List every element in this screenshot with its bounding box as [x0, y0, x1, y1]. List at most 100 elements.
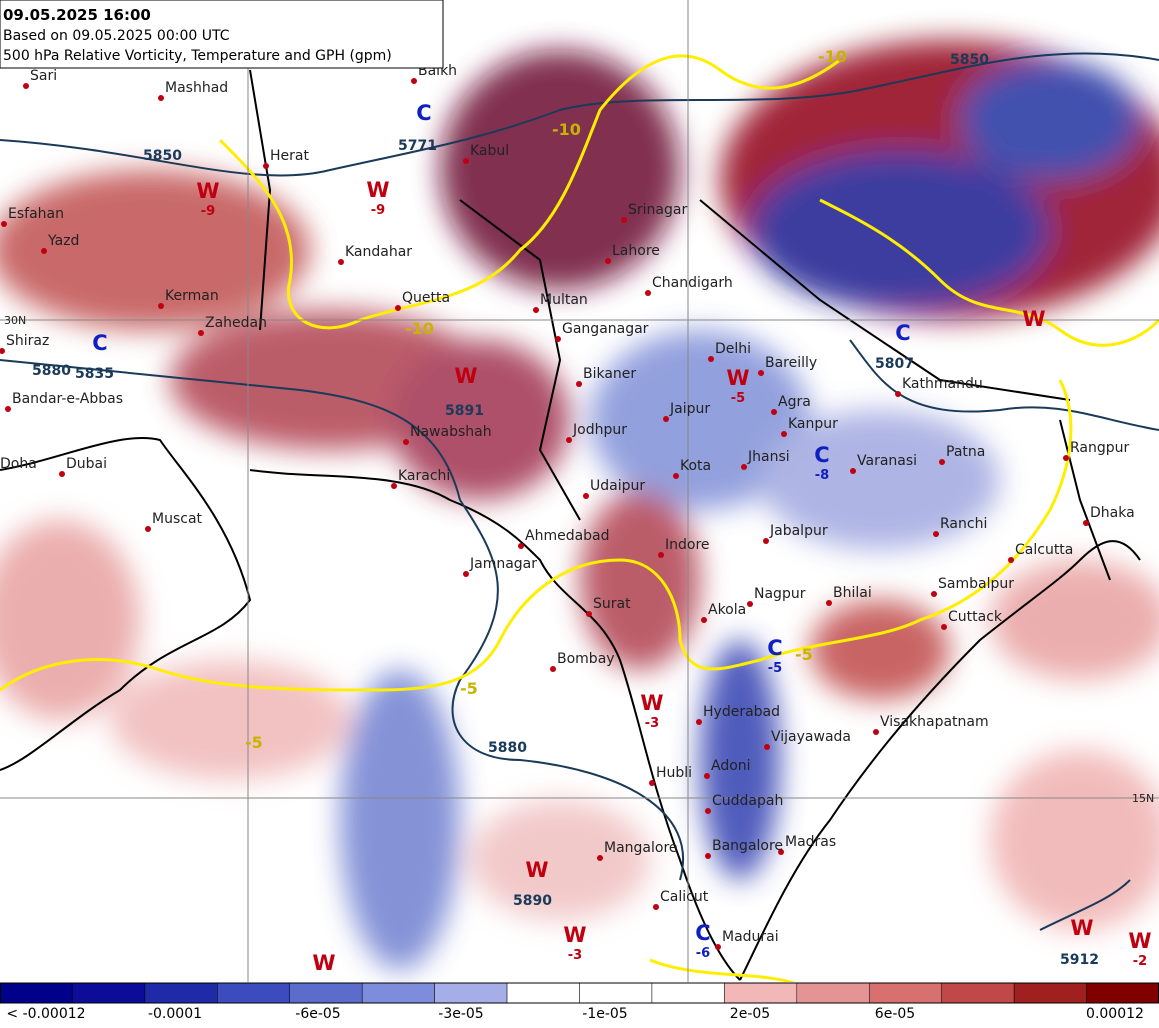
place-label: Surat	[593, 596, 631, 612]
place-label: Sari	[30, 68, 57, 84]
city-dot	[158, 95, 164, 101]
temperature-contours	[0, 54, 1159, 987]
city-dot	[403, 439, 409, 445]
city-dot	[941, 624, 947, 630]
city-dot	[1083, 520, 1089, 526]
place-label: Dhaka	[1090, 505, 1135, 521]
place-label: Hubli	[656, 765, 692, 781]
marker-letter: W	[366, 178, 389, 202]
city-dot	[555, 336, 561, 342]
city-dot	[696, 719, 702, 725]
place-label: Mashhad	[165, 80, 228, 96]
place-label: Udaipur	[590, 478, 645, 494]
place-label: Sambalpur	[938, 576, 1014, 592]
city-dot	[533, 307, 539, 313]
city-dot	[701, 617, 707, 623]
colorbar-swatch	[796, 982, 870, 1004]
city-dot	[673, 473, 679, 479]
place-label: Nagpur	[754, 586, 806, 602]
city-dot	[411, 78, 417, 84]
place-label: Bangalore	[712, 838, 783, 854]
marker-value: -9	[201, 204, 215, 219]
marker-letter: W	[726, 366, 749, 390]
header-box	[0, 0, 444, 69]
place-label: Calcutta	[1015, 542, 1073, 558]
marker-letter: C	[416, 101, 431, 125]
city-dot	[771, 409, 777, 415]
place-label: Srinagar	[628, 202, 687, 218]
marker-letter: W	[1128, 929, 1151, 953]
marker-letter: C	[695, 921, 710, 945]
city-dot	[715, 944, 721, 950]
place-label: Cuddapah	[712, 793, 783, 809]
colorbar-swatch	[361, 982, 435, 1004]
city-dot	[621, 217, 627, 223]
colorbar-swatch	[434, 982, 508, 1004]
city-dot	[826, 600, 832, 606]
gph-label: 5807	[875, 356, 914, 372]
marker-value: -2	[1133, 954, 1147, 969]
city-dot	[778, 849, 784, 855]
marker-value: -5	[768, 661, 782, 676]
gph-label: 5835	[75, 366, 114, 382]
city-dot	[850, 468, 856, 474]
lat-label: 30N	[4, 314, 26, 327]
city-dot	[23, 83, 29, 89]
place-label: Bombay	[557, 651, 615, 667]
temperature-label: -5	[245, 733, 263, 752]
marker-value: -6	[696, 946, 710, 961]
colorbar-label: -0.0001	[148, 1006, 202, 1022]
colorbar-label: 6e-05	[875, 1006, 915, 1022]
place-label: Kabul	[470, 143, 509, 159]
place-label: Kathmandu	[902, 376, 983, 392]
marker-letter: C	[767, 636, 782, 660]
city-dot	[781, 431, 787, 437]
city-dot	[663, 416, 669, 422]
place-label: Esfahan	[8, 206, 64, 222]
colorbar-swatch	[144, 982, 218, 1004]
city-dot	[463, 158, 469, 164]
place-label: Chandigarh	[652, 275, 733, 291]
city-dot	[653, 904, 659, 910]
gph-label: 5891	[445, 403, 484, 419]
place-label: Ahmedabad	[525, 528, 610, 544]
temperature-label: -10	[552, 120, 581, 139]
city-dot	[605, 258, 611, 264]
place-label: Rangpur	[1070, 440, 1130, 456]
marker-letter: W	[1022, 307, 1045, 331]
city-dot	[1008, 557, 1014, 563]
marker-value: -9	[371, 203, 385, 218]
city-dot	[1063, 455, 1069, 461]
marker-letter: W	[525, 858, 548, 882]
place-label: Jaipur	[669, 401, 710, 417]
city-dot	[550, 666, 556, 672]
city-dot	[939, 459, 945, 465]
marker-value: -5	[731, 391, 745, 406]
place-label: Cuttack	[948, 609, 1003, 625]
temperature-label: -5	[795, 645, 813, 664]
city-dot	[391, 483, 397, 489]
place-label: Quetta	[402, 290, 450, 306]
place-label: Bhilai	[833, 585, 872, 601]
city-dot	[1, 221, 7, 227]
place-label: Bikaner	[583, 366, 636, 382]
marker-letter: W	[640, 691, 663, 715]
place-label: Kandahar	[345, 244, 412, 260]
place-label: Adoni	[711, 758, 751, 774]
place-label: Lahore	[612, 243, 660, 259]
city-dot	[873, 729, 879, 735]
temperature-label: -10	[405, 319, 434, 338]
colorbar-label: < -0.00012	[6, 1006, 85, 1022]
place-label: Vijayawada	[771, 729, 851, 745]
colorbar-swatch	[651, 982, 725, 1004]
place-label: Jodhpur	[572, 422, 627, 438]
place-label: Jabalpur	[769, 523, 828, 539]
colorbar-label: -3e-05	[438, 1006, 483, 1022]
city-dot	[5, 406, 11, 412]
colorbar-swatch	[724, 982, 798, 1004]
place-label: Doha	[0, 456, 37, 472]
city-dot	[198, 330, 204, 336]
